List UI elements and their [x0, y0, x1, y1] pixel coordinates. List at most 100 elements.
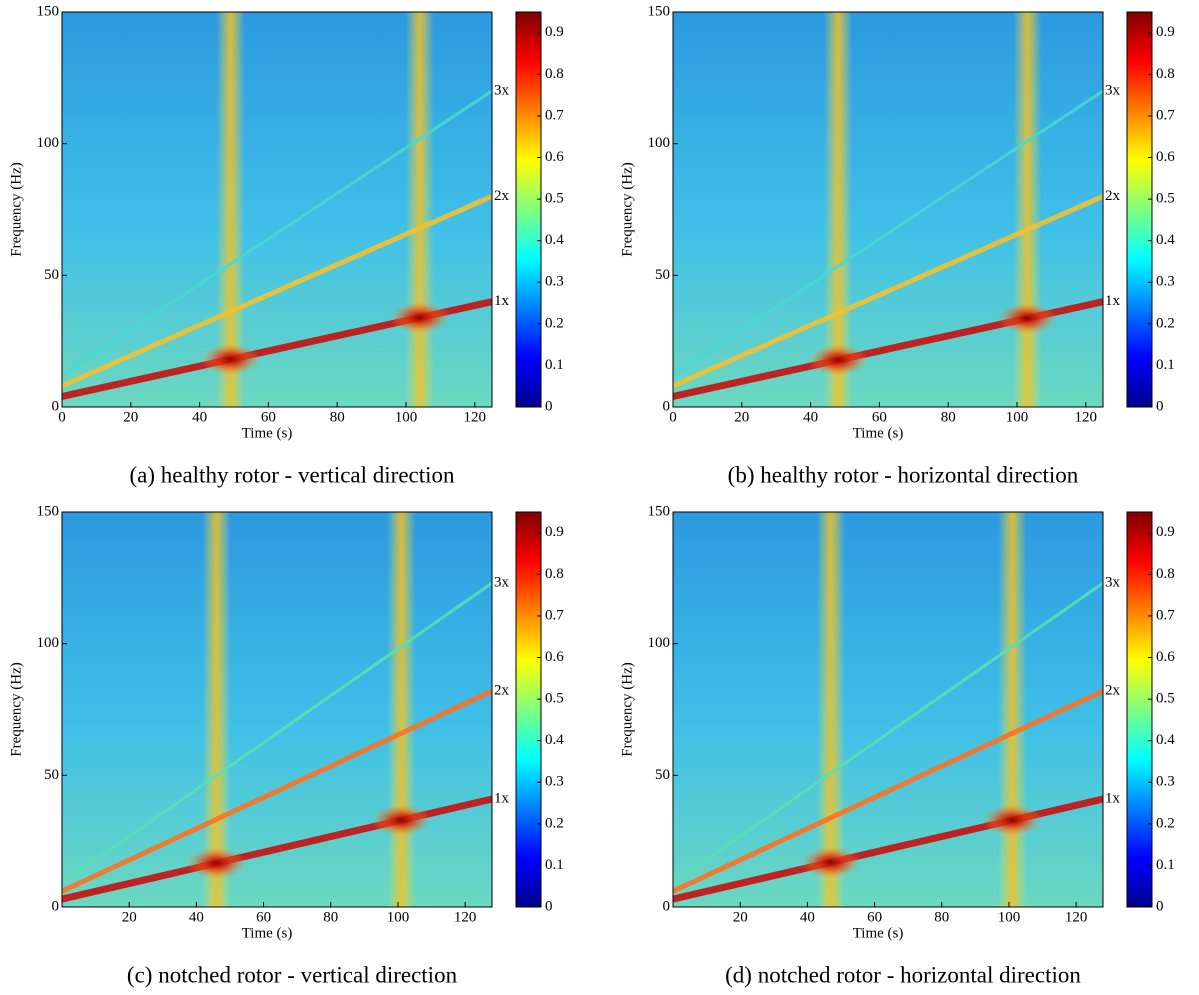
x-tick-label: 100 [387, 909, 410, 925]
colorbar-tick-label: 0.2 [1156, 815, 1175, 831]
resonance-hotspot [997, 302, 1058, 335]
x-tick-label: 120 [454, 909, 477, 925]
colorbar-tick-label: 0.9 [545, 524, 564, 540]
colorbar-tick-label: 0.4 [545, 732, 564, 748]
y-tick-label: 100 [648, 135, 671, 151]
order-label: 2x [1105, 683, 1121, 699]
resonance-hotspot [200, 343, 261, 376]
y-tick-label: 100 [648, 635, 671, 651]
caption: (a) healthy rotor - vertical direction [129, 462, 455, 487]
y-tick-label: 100 [37, 635, 60, 651]
caption: (b) healthy rotor - horizontal direction [728, 462, 1079, 487]
colorbar-tick-label: 0.6 [1156, 149, 1175, 165]
x-tick-label: 60 [256, 909, 271, 925]
order-label: 2x [494, 683, 510, 699]
resonance-hotspot [186, 847, 247, 880]
y-axis-label: Frequency (Hz) [619, 662, 635, 757]
x-tick-label: 20 [122, 909, 137, 925]
order-label: 3x [1105, 575, 1121, 591]
colorbar-tick-label: 0.7 [1156, 607, 1175, 623]
x-tick-label: 80 [330, 409, 345, 425]
x-tick-label: 80 [934, 909, 949, 925]
colorbar-tick-label: 0.3 [1156, 274, 1175, 290]
resonance-band [824, 12, 853, 407]
resonance-hotspot [389, 301, 450, 334]
colorbar-tick-label: 0.3 [545, 774, 564, 790]
order-line [673, 688, 1103, 894]
resonance-band [1013, 12, 1042, 407]
x-tick-label: 80 [323, 909, 338, 925]
colorbar-tick-label: 0.9 [545, 24, 564, 40]
colorbar [515, 11, 542, 408]
order-label: 3x [494, 575, 510, 591]
y-axis-label: Frequency (Hz) [8, 162, 24, 257]
colorbar-tick-label: 0.5 [1156, 191, 1175, 207]
colorbar-tick-label: 0.8 [1156, 566, 1175, 582]
x-tick-label: 40 [803, 409, 818, 425]
y-tick-label: 50 [655, 767, 670, 783]
colorbar-tick-label: 0.1 [545, 357, 564, 373]
x-tick-label: 0 [58, 409, 66, 425]
x-tick-label: 40 [800, 909, 815, 925]
plot-area [62, 512, 492, 907]
x-axis-label: Time (s) [242, 425, 293, 441]
plot-frame [672, 11, 1104, 408]
plot-frame [672, 511, 1104, 908]
colorbar-tick-label: 0.1 [1156, 357, 1175, 373]
colorbar-tick-label: 0.4 [545, 232, 564, 248]
x-tick-label: 100 [998, 909, 1021, 925]
x-tick-label: 40 [189, 909, 204, 925]
colorbar-tick-label: 0.8 [545, 566, 564, 582]
colorbar-tick-label: 0.9 [1156, 524, 1175, 540]
x-tick-label: 120 [1065, 909, 1088, 925]
x-tick-label: 20 [123, 409, 138, 425]
x-tick-label: 60 [867, 909, 882, 925]
resonance-hotspot [982, 804, 1043, 837]
order-line [673, 194, 1103, 389]
resonance-band [816, 512, 845, 907]
y-axis-label: Frequency (Hz) [8, 662, 24, 757]
resonance-hotspot [808, 344, 869, 377]
caption: (d) notched rotor - horizontal direction [725, 962, 1081, 987]
colorbar-tick-label: 0.8 [545, 66, 564, 82]
y-tick-label: 50 [655, 267, 670, 283]
plot-area [673, 12, 1103, 407]
colorbar-tick-label: 0.6 [545, 149, 564, 165]
x-axis-label: Time (s) [242, 925, 293, 941]
plot-area [673, 512, 1103, 907]
y-tick-label: 0 [663, 898, 671, 914]
x-tick-label: 20 [734, 409, 749, 425]
x-tick-label: 60 [872, 409, 887, 425]
resonance-band [387, 512, 416, 907]
order-label: 1x [494, 790, 510, 806]
colorbar-tick-label: 0.7 [545, 607, 564, 623]
colorbar-tick-label: 0.4 [1156, 232, 1175, 248]
colorbar-tick-label: 0.1 [545, 857, 564, 873]
colorbar [1126, 511, 1153, 908]
y-tick-label: 150 [37, 3, 60, 19]
colorbar-tick-label: 0.2 [545, 315, 564, 331]
x-tick-label: 120 [1075, 409, 1098, 425]
y-tick-label: 50 [44, 767, 59, 783]
order-line [62, 581, 492, 885]
colorbar-tick-label: 0.1 [1156, 857, 1175, 873]
resonance-band [216, 12, 245, 407]
colorbar-tick-label: 0.5 [1156, 691, 1175, 707]
x-tick-label: 120 [464, 409, 487, 425]
x-axis-label: Time (s) [853, 925, 904, 941]
x-tick-label: 40 [192, 409, 207, 425]
order-line [62, 194, 492, 389]
order-line [62, 688, 492, 894]
resonance-hotspot [800, 846, 861, 879]
order-label: 3x [494, 82, 510, 98]
x-axis-label: Time (s) [853, 425, 904, 441]
order-label: 1x [1105, 293, 1121, 309]
y-axis-label: Frequency (Hz) [619, 162, 635, 257]
plot-frame [61, 511, 493, 908]
colorbar-tick-label: 0.5 [545, 691, 564, 707]
colorbar-tick-label: 0.5 [545, 191, 564, 207]
x-tick-label: 100 [395, 409, 418, 425]
resonance-band [405, 12, 434, 407]
resonance-hotspot [371, 804, 432, 837]
